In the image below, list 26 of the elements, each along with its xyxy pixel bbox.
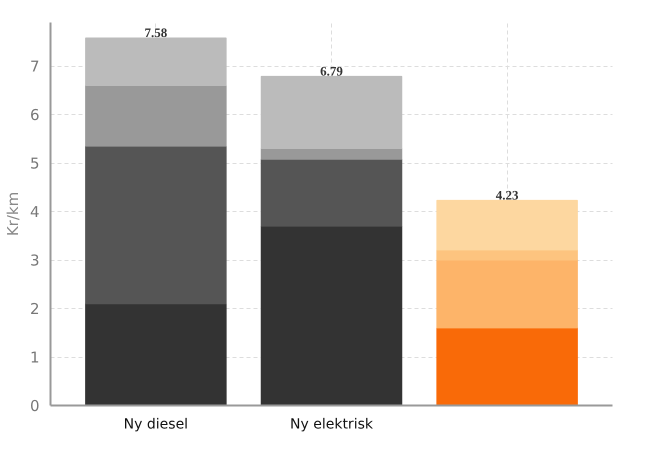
y-axis-title: Kr/km — [4, 192, 22, 236]
total-label: 4.23 — [496, 187, 519, 202]
y-tick-label: 1 — [30, 348, 40, 367]
bar — [85, 38, 227, 86]
bar — [436, 200, 578, 250]
y-tick-label: 3 — [30, 252, 40, 270]
bar — [85, 146, 227, 304]
bar — [260, 148, 402, 160]
x-tick-label: Ny diesel — [124, 416, 188, 432]
y-tick-label: 2 — [30, 300, 40, 318]
y-tick-label: 4 — [30, 203, 40, 222]
y-tick-label: 0 — [30, 397, 40, 415]
bar — [260, 226, 402, 406]
total-label: 6.79 — [320, 63, 344, 78]
bar — [85, 85, 227, 147]
y-tick-label: 7 — [30, 58, 40, 76]
y-tick-label: 5 — [30, 154, 40, 173]
bar — [436, 260, 578, 328]
total-label: 7.58 — [144, 25, 168, 40]
x-tick-label: Ny elektrisk — [290, 416, 374, 432]
bar — [260, 158, 402, 227]
bar — [436, 327, 578, 406]
bar — [85, 303, 227, 406]
bar — [260, 76, 402, 150]
bar — [436, 249, 578, 261]
y-tick-label: 6 — [30, 106, 40, 124]
